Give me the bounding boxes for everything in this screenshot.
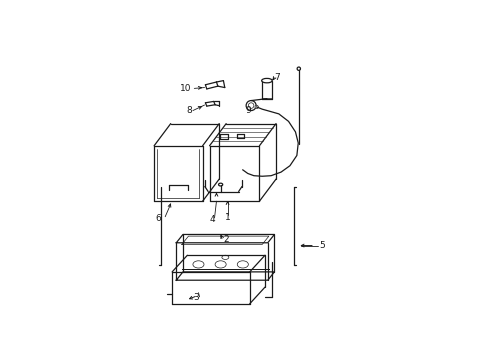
Ellipse shape — [237, 261, 248, 268]
Circle shape — [248, 103, 254, 108]
Text: 10: 10 — [180, 84, 192, 93]
Text: 3: 3 — [193, 293, 198, 302]
Text: 4: 4 — [210, 215, 215, 224]
Text: 5: 5 — [319, 241, 325, 250]
Ellipse shape — [215, 261, 226, 268]
Text: 8: 8 — [186, 106, 192, 115]
Ellipse shape — [219, 183, 223, 186]
Circle shape — [255, 105, 258, 109]
Ellipse shape — [193, 261, 204, 268]
Circle shape — [246, 100, 256, 111]
Text: 6: 6 — [155, 214, 161, 223]
Text: 7: 7 — [274, 72, 280, 81]
Ellipse shape — [262, 78, 272, 83]
Circle shape — [297, 67, 300, 70]
Text: 9: 9 — [245, 106, 251, 115]
Text: 1: 1 — [225, 212, 230, 221]
Ellipse shape — [222, 255, 229, 260]
Text: 2: 2 — [223, 235, 229, 244]
